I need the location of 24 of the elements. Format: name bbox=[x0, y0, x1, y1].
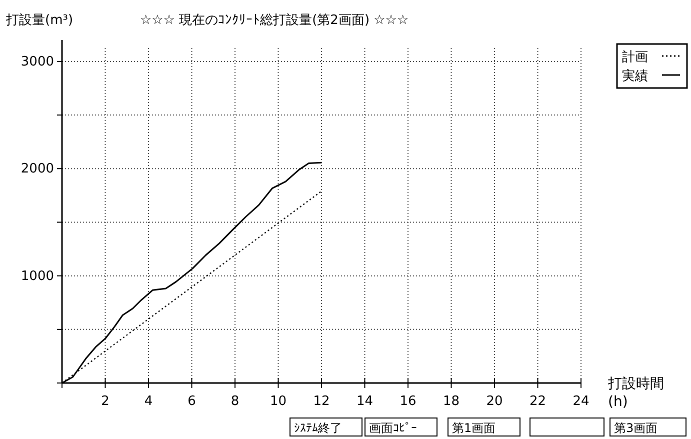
x-tick-label: 14 bbox=[356, 394, 374, 409]
y-tick-label: 3000 bbox=[20, 54, 54, 70]
text: 画面ｺﾋﾟｰ bbox=[369, 421, 417, 435]
x-axis-title: 打設時間 (h) bbox=[607, 376, 664, 410]
x-tick-label: 10 bbox=[270, 394, 287, 409]
x-tick-label: 2 bbox=[101, 394, 110, 409]
x-tick-label: 18 bbox=[442, 394, 460, 409]
x-tick-label: 20 bbox=[486, 394, 503, 409]
x-tick-label: 22 bbox=[529, 394, 546, 409]
x-tick-label: 4 bbox=[144, 394, 153, 409]
text: 第3画面 bbox=[614, 421, 658, 435]
legend-label: 実績 bbox=[622, 68, 648, 84]
legend-label: 計画 bbox=[622, 50, 648, 65]
x-tick-label: 8 bbox=[230, 394, 240, 409]
x-tick-label: 6 bbox=[188, 394, 196, 409]
chart-title: ☆☆☆ 現在のｺﾝｸﾘｰﾄ総打設量(第2画面) ☆☆☆ bbox=[140, 13, 409, 28]
y-tick-label: 2000 bbox=[20, 162, 54, 177]
x-tick-label: 12 bbox=[313, 394, 330, 409]
x-tick-label: 16 bbox=[400, 394, 416, 409]
y-axis-title: 打設量(m³) bbox=[5, 13, 74, 28]
text: 第1画面 bbox=[452, 421, 496, 435]
text: ｼｽﾃﾑ終了 bbox=[294, 421, 342, 435]
y-tick-label: 1000 bbox=[20, 268, 54, 284]
x-tick-label: 24 bbox=[572, 394, 590, 409]
